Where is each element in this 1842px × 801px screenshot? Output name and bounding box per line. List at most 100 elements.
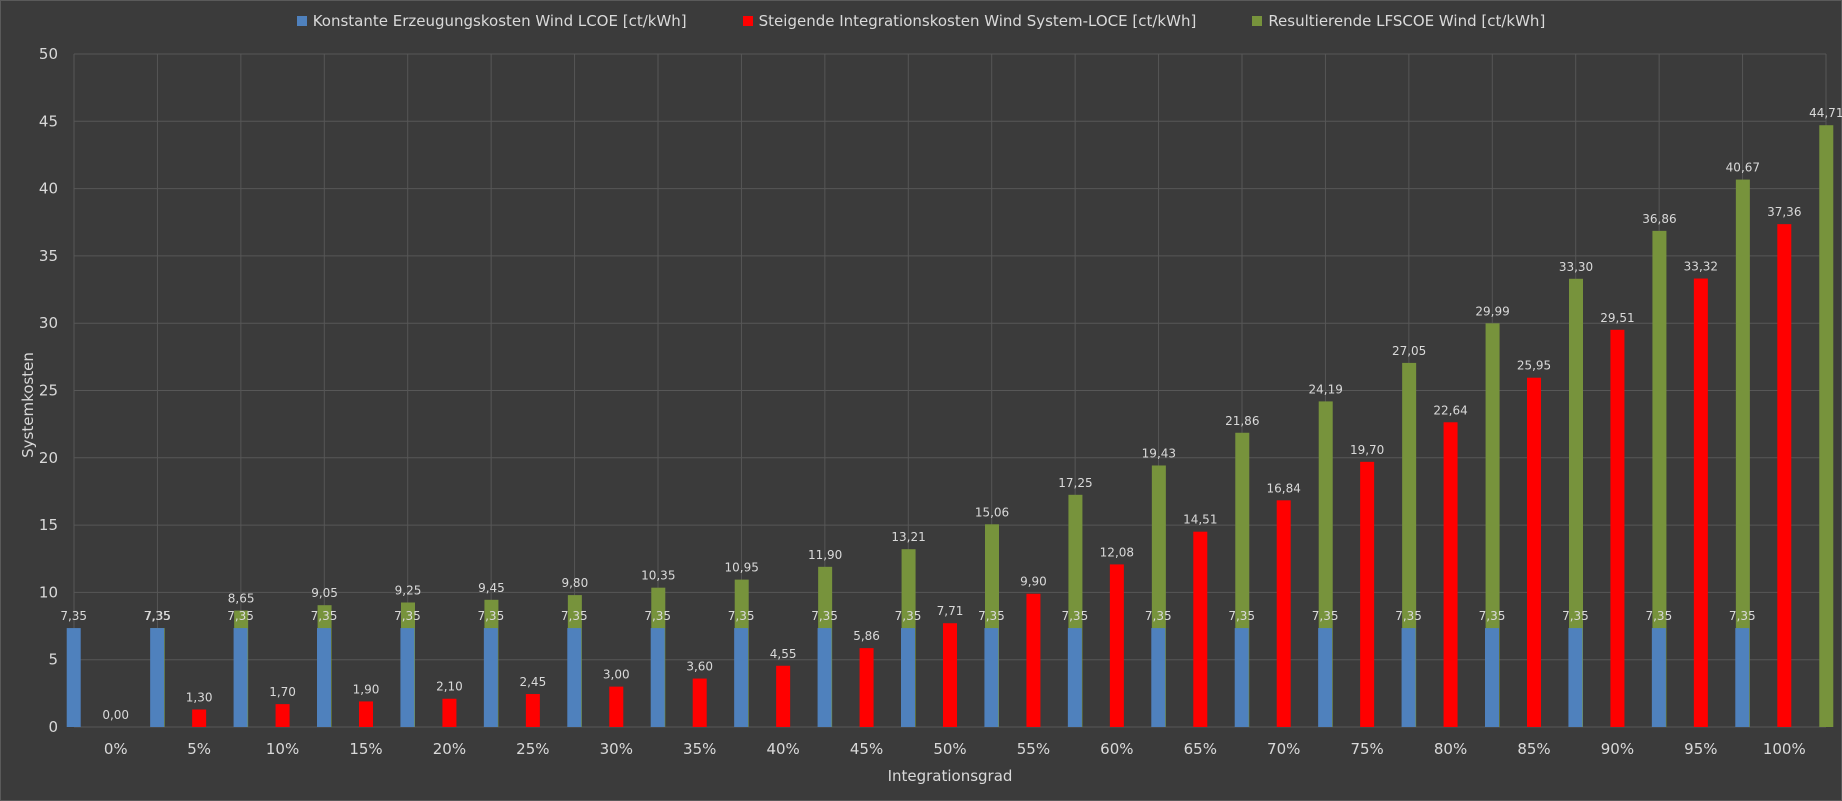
data-label: 29,51 — [1600, 311, 1634, 325]
y-tick-label: 35 — [39, 247, 58, 265]
bar — [317, 628, 331, 727]
data-label: 19,70 — [1350, 443, 1384, 457]
bar — [1234, 628, 1249, 727]
bar — [1527, 377, 1541, 727]
x-tick-label: 15% — [349, 740, 382, 758]
data-label: 9,80 — [561, 576, 588, 590]
data-label: 7,35 — [811, 609, 838, 623]
bar — [1360, 461, 1375, 727]
bar — [1735, 628, 1750, 727]
bar — [233, 628, 248, 727]
bar — [66, 628, 81, 727]
x-tick-label: 25% — [516, 740, 549, 758]
x-tick-label: 85% — [1517, 740, 1550, 758]
data-label: 3,00 — [603, 668, 630, 682]
bar — [1318, 628, 1333, 727]
x-tick-label: 40% — [766, 740, 799, 758]
data-label: 17,25 — [1058, 476, 1092, 490]
x-tick-label: 5% — [187, 740, 211, 758]
data-label: 40,67 — [1726, 161, 1760, 175]
legend-item-lfscoe: Resultierende LFSCOE Wind [ct/kWh] — [1252, 12, 1545, 30]
data-label: 15,06 — [975, 505, 1009, 519]
legend-swatch-lcoe — [296, 16, 307, 26]
bar — [776, 665, 791, 727]
bar — [483, 628, 498, 727]
bar — [1485, 323, 1500, 727]
legend-swatch-system-loce — [742, 16, 753, 26]
data-label: 27,05 — [1392, 344, 1426, 358]
bar — [609, 686, 624, 727]
data-label: 4,55 — [770, 647, 797, 661]
x-tick-label: 70% — [1267, 740, 1300, 758]
x-tick-label: 50% — [933, 740, 966, 758]
bar — [400, 628, 415, 727]
bar — [1443, 422, 1458, 727]
data-label: 37,36 — [1767, 205, 1801, 219]
data-label: 13,21 — [891, 530, 925, 544]
x-tick-label: 30% — [600, 740, 633, 758]
bar — [442, 698, 457, 727]
data-label: 7,35 — [1395, 609, 1422, 623]
data-label: 21,86 — [1225, 414, 1259, 428]
data-label: 7,35 — [1061, 609, 1088, 623]
data-label: 1,30 — [186, 691, 213, 705]
data-label: 5,86 — [853, 629, 880, 643]
x-tick-label: 10% — [266, 740, 299, 758]
bar — [1276, 500, 1291, 727]
x-tick-label: 60% — [1100, 740, 1133, 758]
x-tick-label: 65% — [1184, 740, 1217, 758]
bar — [1067, 628, 1082, 727]
bar — [692, 678, 707, 727]
x-tick-label: 80% — [1434, 740, 1467, 758]
legend: Konstante Erzeugungskosten Wind LCOE [ct… — [0, 10, 1842, 32]
y-tick-label: 15 — [39, 516, 58, 534]
data-label: 25,95 — [1517, 359, 1551, 373]
x-tick-label: 75% — [1350, 740, 1383, 758]
data-label: 8,65 — [228, 592, 255, 606]
data-label: 16,84 — [1267, 481, 1301, 495]
bar — [1151, 628, 1166, 727]
bar — [567, 628, 582, 727]
data-label: 36,86 — [1642, 212, 1676, 226]
data-label: 12,08 — [1100, 545, 1134, 559]
y-tick-label: 30 — [39, 314, 58, 332]
data-label: 44,71 — [1809, 106, 1842, 120]
bar — [1819, 125, 1834, 728]
data-label: 29,99 — [1475, 304, 1509, 318]
legend-swatch-lfscoe — [1252, 16, 1263, 26]
data-label: 9,90 — [1020, 575, 1047, 589]
data-label: 0,00 — [102, 708, 129, 722]
data-label: 7,35 — [1645, 609, 1672, 623]
data-label: 7,35 — [1312, 609, 1339, 623]
legend-label-lfscoe: Resultierende LFSCOE Wind [ct/kWh] — [1268, 12, 1546, 30]
legend-label-system-loce: Steigende Integrationskosten Wind System… — [758, 12, 1197, 30]
data-label: 3,60 — [686, 660, 713, 674]
data-label: 2,45 — [519, 675, 546, 689]
data-label: 7,35 — [1729, 609, 1756, 623]
bar — [734, 628, 749, 727]
data-label: 7,71 — [937, 604, 964, 618]
bar — [1777, 224, 1792, 727]
x-axis: 0% 5% 10% 15% 20% 25% 30% 35% 40% 45% 50% 55% 60% 65%… — [104, 740, 1806, 758]
bar — [984, 628, 999, 727]
bar — [1735, 179, 1750, 728]
bar — [359, 701, 373, 727]
data-label: 9,05 — [311, 586, 338, 600]
data-label: 7,35 — [1228, 609, 1255, 623]
y-tick-label: 40 — [39, 180, 58, 198]
x-tick-label: 35% — [683, 740, 716, 758]
bar — [1568, 628, 1583, 727]
bar — [859, 648, 874, 727]
data-label: 11,90 — [808, 548, 842, 562]
y-tick-label: 50 — [39, 45, 58, 63]
data-label: 9,45 — [478, 581, 505, 595]
y-axis: 0 5 10 15 20 25 30 35 40 45 50 — [39, 45, 58, 736]
x-tick-label: 100% — [1763, 740, 1806, 758]
data-label: 7,35 — [895, 609, 922, 623]
data-label: 7,35 — [477, 609, 504, 623]
data-label: 7,35 — [60, 609, 87, 623]
bar — [1401, 628, 1416, 727]
legend-item-lcoe: Konstante Erzeugungskosten Wind LCOE [ct… — [296, 12, 687, 30]
bar — [275, 704, 290, 727]
